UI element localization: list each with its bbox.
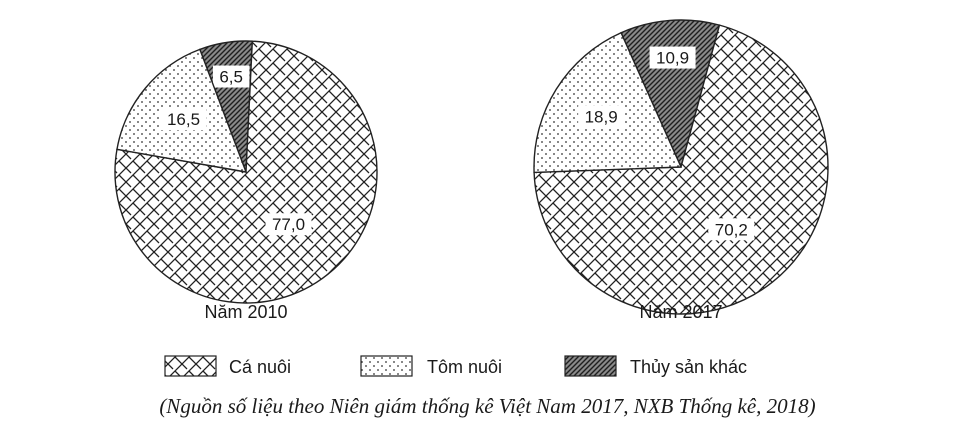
pie-2010: 6,5 77,0 16,5 (114, 40, 378, 304)
legend-label-ca-nuoi: Cá nuôi (229, 357, 291, 377)
year-label-2017: Năm 2017 (639, 302, 722, 322)
slice-label-tom-nuoi-2017: 18,9 (585, 107, 618, 126)
slice-label-ca-nuoi-2010: 77,0 (272, 215, 305, 234)
slice-label-bg-thuy-san-khac-2017 (649, 46, 696, 69)
slice-label-bg-tom-nuoi-2017 (578, 105, 625, 128)
legend: Cá nuôi Tôm nuôi Thủy sản khác (164, 355, 747, 377)
legend-label-thuy-san-khac: Thủy sản khác (630, 357, 747, 377)
source-note: (Nguồn số liệu theo Niên giám thống kê V… (159, 394, 816, 418)
slice-label-thuy-san-khac-2010: 6,5 (219, 68, 243, 87)
pie-2017: 10,9 70,2 18,9 (533, 19, 829, 315)
slice-label-tom-nuoi-2010: 16,5 (167, 110, 200, 129)
slice-label-thuy-san-khac-2017: 10,9 (656, 49, 689, 68)
slice-ca-nuoi-2017 (533, 24, 829, 315)
slice-label-bg-tom-nuoi-2010 (160, 108, 207, 131)
slice-tom-nuoi-2017 (533, 31, 683, 174)
legend-label-tom-nuoi: Tôm nuôi (427, 357, 502, 377)
legend-swatch-ca-nuoi (164, 355, 217, 377)
slice-label-bg-thuy-san-khac-2010 (212, 65, 250, 88)
year-label-2010: Năm 2010 (204, 302, 287, 322)
legend-swatch-thuy-san-khac (564, 355, 617, 377)
slice-label-bg-ca-nuoi-2017 (708, 218, 755, 241)
slice-label-bg-ca-nuoi-2010 (265, 213, 312, 236)
slice-label-ca-nuoi-2017: 70,2 (715, 220, 748, 239)
legend-swatch-tom-nuoi (360, 355, 413, 377)
